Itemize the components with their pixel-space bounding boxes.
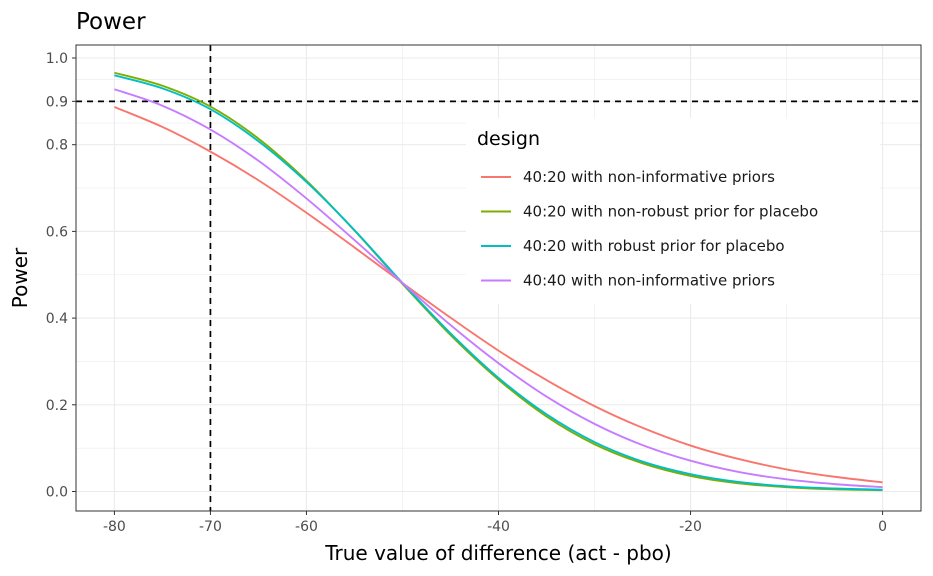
x-tick-label: -70 bbox=[199, 519, 222, 535]
legend-background bbox=[466, 118, 880, 304]
x-tick-label: -20 bbox=[679, 519, 702, 535]
legend-label-4: 40:40 with non-informative priors bbox=[523, 272, 775, 290]
series-line-2 bbox=[114, 71, 883, 492]
reference-lines bbox=[76, 45, 921, 511]
y-tick-label: 0.0 bbox=[46, 484, 68, 500]
x-axis-title: True value of difference (act - pbo) bbox=[324, 541, 671, 565]
series-line-1 bbox=[114, 106, 883, 484]
x-tick-label: -40 bbox=[487, 519, 510, 535]
y-tick-label: 0.4 bbox=[46, 311, 68, 327]
series-lines bbox=[114, 71, 883, 492]
chart-title: Power bbox=[76, 9, 146, 35]
x-tick-label: -60 bbox=[295, 519, 318, 535]
legend-title: design bbox=[477, 128, 540, 150]
legend-label-1: 40:20 with non-informative priors bbox=[523, 168, 775, 186]
legend: design 40:20 with non-informative priors… bbox=[466, 118, 880, 304]
x-tick-label: 0 bbox=[878, 519, 887, 535]
y-axis-ticks: 0.0 0.2 0.4 0.6 0.8 0.9 1.0 bbox=[46, 51, 76, 500]
x-tick-label: -80 bbox=[103, 519, 126, 535]
legend-label-2: 40:20 with non-robust prior for placebo bbox=[523, 203, 818, 221]
y-tick-label: 0.2 bbox=[46, 398, 68, 414]
y-tick-label: 0.9 bbox=[46, 94, 68, 110]
x-axis-ticks: -80 -70 -60 -40 -20 0 bbox=[103, 511, 887, 535]
y-tick-label: 1.0 bbox=[46, 51, 68, 67]
series-line-4 bbox=[114, 88, 883, 489]
legend-label-3: 40:20 with robust prior for placebo bbox=[523, 237, 785, 255]
series-line-3 bbox=[114, 74, 883, 491]
y-tick-label: 0.6 bbox=[46, 224, 68, 240]
y-tick-label: 0.8 bbox=[46, 138, 68, 154]
y-axis-title: Power bbox=[8, 247, 32, 308]
